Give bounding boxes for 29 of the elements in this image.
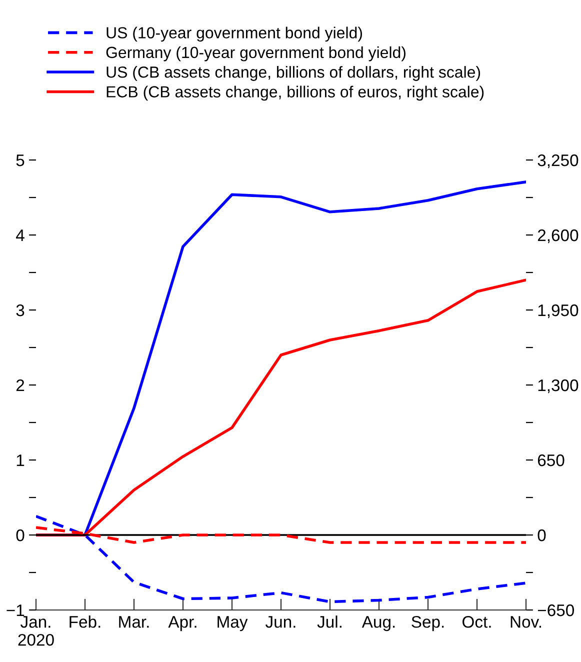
y2-tick-label: 0 [538, 529, 546, 542]
x-tick-label: Nov. [510, 616, 541, 628]
y-tick-label: 0 [16, 529, 24, 542]
x-tick-label: Jun. [266, 616, 296, 628]
x-tick-label: Oct. [462, 616, 491, 628]
x-tick-label: Jan. 2020 [18, 616, 54, 646]
y2-tick-label: −650 [538, 604, 574, 616]
y-tick-label: 1 [16, 454, 24, 466]
legend-label: Germany (10-year government bond yield) [106, 46, 406, 62]
legend-label: US (10-year government bond yield) [106, 26, 362, 42]
y2-tick-label: 2,600 [538, 229, 578, 244]
x-tick-label: Apr. [168, 616, 196, 632]
x-tick-label: Jul. [317, 616, 342, 628]
legend-label: ECB (CB assets change, billions of euros, right scale) [106, 86, 484, 101]
y-tick-label: −1 [6, 604, 24, 616]
x-tick-label: Aug. [362, 616, 395, 632]
y-tick-label: 2 [16, 379, 24, 392]
y-tick-label: 4 [16, 230, 24, 242]
legend-label: US (CB assets change, billions of dollars, right scale) [106, 66, 480, 81]
y-tick-label: 3 [16, 304, 24, 316]
x-tick-label: Sep. [412, 616, 444, 632]
y2-tick-label: 1,300 [538, 379, 578, 394]
y2-tick-label: 650 [538, 454, 564, 466]
y2-tick-label: 1,950 [538, 304, 578, 318]
y-tick-label: 5 [16, 154, 24, 166]
y2-tick-label: 3,250 [538, 154, 578, 168]
x-tick-label: May [218, 616, 248, 632]
x-tick-label: Feb. [70, 616, 100, 628]
x-tick-label: Mar. [119, 616, 149, 628]
